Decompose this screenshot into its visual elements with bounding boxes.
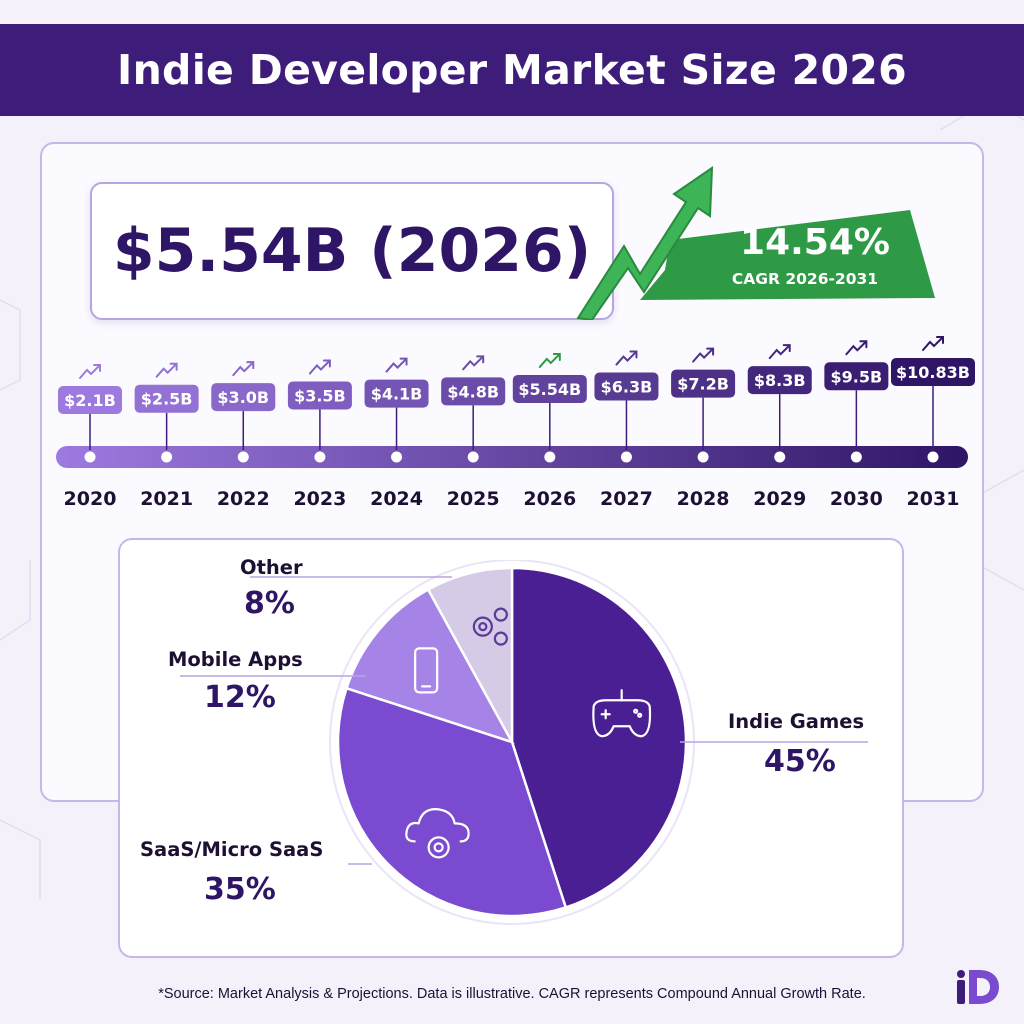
cagr-value: 14.54% [740,222,890,263]
trend-up-icon [385,357,408,373]
timeline-dot [467,451,479,463]
pie-slice-other [426,566,514,743]
year-label: 2029 [753,488,806,510]
value-label: $8.3B [754,371,806,390]
value-badge [364,379,429,408]
timeline-dot [84,451,96,463]
page-title: Indie Developer Market Size 2026 [117,46,907,94]
value-label: $10.83B [896,363,970,382]
year-label: 2028 [677,488,730,510]
value-badge [891,358,975,386]
year-label: 2026 [523,488,576,510]
timeline-dot [774,451,786,463]
year-label: 2021 [140,488,193,510]
source-footnote: *Source: Market Analysis & Projections. … [158,986,866,1002]
timeline-dot [391,451,403,463]
cloud-gear-icon [405,808,470,859]
gamepad-icon [592,689,652,738]
year-label: 2020 [64,488,117,510]
trend-up-icon [232,361,255,377]
value-label: $2.5B [141,390,193,409]
gears-icon [472,607,508,646]
trend-up-icon [462,355,485,371]
timeline-dot [314,451,326,463]
value-badge [58,386,122,414]
value-label: $4.1B [371,385,423,404]
segment-label-other: Other [240,556,303,579]
year-label: 2025 [447,488,500,510]
value-badge [747,366,812,395]
value-label: $2.1B [64,391,116,410]
timeline-dot [697,451,709,463]
value-badge [671,369,736,398]
trend-up-icon [308,359,331,375]
value-label: $5.54B [518,380,581,399]
value-label: $6.3B [601,378,653,397]
segment-label-mobile-apps: Mobile Apps [168,648,303,671]
trend-up-icon [79,364,101,379]
timeline-dot [161,451,173,463]
pie-slice-saas-micro-saas [336,686,568,918]
timeline-dot [237,451,249,463]
value-badge [824,362,889,391]
value-badge [594,372,659,401]
cagr-ribbon [640,210,935,300]
pie-chart [180,560,868,925]
year-label: 2023 [293,488,346,510]
segment-label-saas: SaaS/Micro SaaS [140,838,324,861]
segment-value-mobile-apps: 12% [204,680,276,715]
pie-slice-indie-games [510,566,688,910]
growth-arrow-icon [576,166,714,320]
year-label: 2024 [370,488,423,510]
value-badge [441,377,506,406]
year-label: 2030 [830,488,883,510]
value-label: $9.5B [831,367,883,386]
pie-slice-mobile-apps [344,587,515,745]
trend-up-icon [615,350,638,366]
headline-value: $5.54B (2026) [112,216,592,286]
segment-label-indie-games: Indie Games [728,710,865,733]
timeline-bar [56,446,968,468]
value-badge [134,384,199,413]
value-badge [287,381,352,410]
cagr-badge [576,166,935,320]
value-label: $3.5B [294,387,346,406]
segment-value-saas: 35% [204,872,276,907]
year-label: 2027 [600,488,653,510]
value-label: $3.0B [217,388,269,407]
trend-up-icon [538,352,561,368]
timeline-dot [850,451,862,463]
year-label: 2031 [907,488,960,510]
timeline-dot [544,451,556,463]
timeline-chart: $2.1B 2020 $2.5B 2021 $3.0B 2022 $3.5B 2023 $4.1… [56,336,975,510]
timeline-dot [927,451,939,463]
brand-logo [957,970,999,1004]
trend-up-icon [845,340,868,356]
value-label: $4.8B [447,382,499,401]
trend-up-icon [922,336,944,351]
timeline-dot [620,451,632,463]
trend-up-icon [155,362,178,378]
trend-up-icon [692,347,715,363]
segment-value-other: 8% [244,586,295,621]
headline-box: $5.54B (2026) [90,182,614,320]
value-label: $7.2B [677,375,729,394]
cagr-label: CAGR 2026-2031 [731,270,879,288]
segment-value-indie-games: 45% [764,744,836,779]
trend-up-icon [768,344,791,360]
smartphone-icon [414,647,439,694]
title-banner: Indie Developer Market Size 2026 [0,24,1024,116]
value-badge [211,383,276,412]
value-badge [512,374,587,403]
year-label: 2022 [217,488,270,510]
